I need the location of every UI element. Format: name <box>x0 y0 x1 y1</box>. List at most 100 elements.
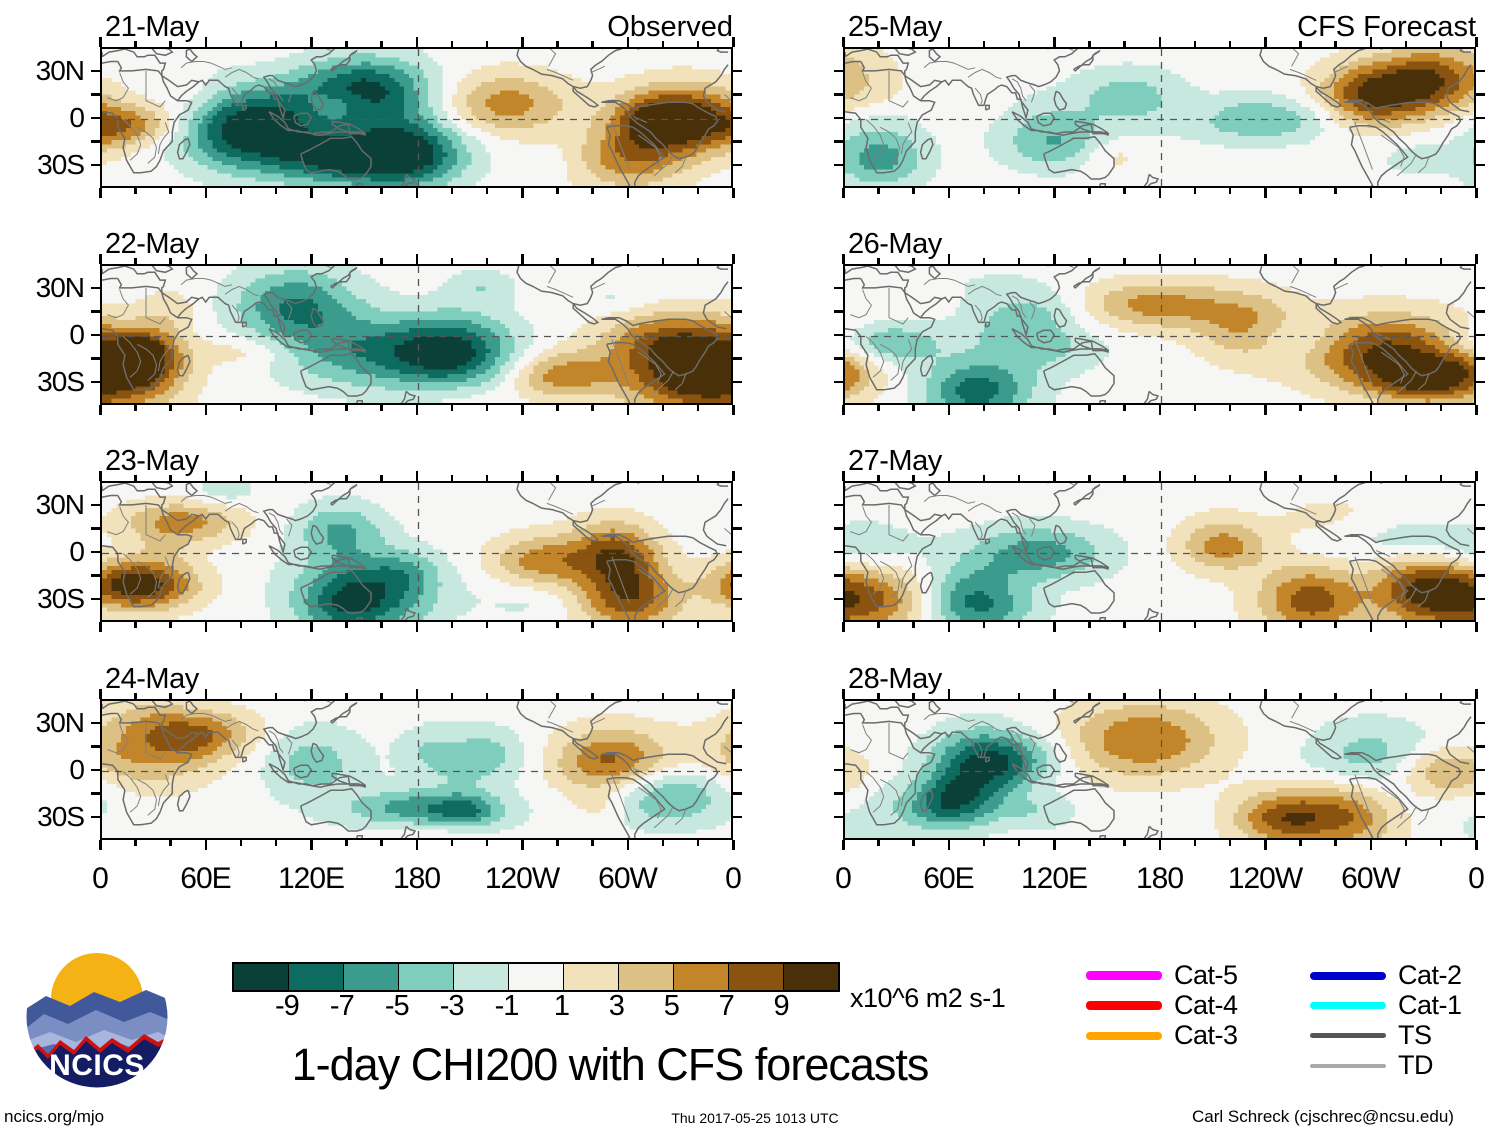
x-tick <box>877 622 880 628</box>
colorbar-segment <box>728 964 783 990</box>
x-tick <box>310 622 313 632</box>
legend-item-cat-1: Cat-1 <box>1310 992 1462 1019</box>
x-tick <box>99 37 102 47</box>
x-tick <box>1228 41 1232 47</box>
x-tick <box>310 254 313 264</box>
x-tick <box>912 41 915 47</box>
y-tick <box>91 503 100 506</box>
x-tick <box>1053 471 1056 481</box>
y-tick <box>834 768 843 771</box>
map-panel-21-may <box>100 47 733 188</box>
x-tick <box>661 475 665 481</box>
x-tick <box>99 405 102 415</box>
x-tick <box>1299 188 1302 194</box>
y-tick <box>91 792 100 795</box>
x-tick <box>274 622 278 628</box>
x-tick <box>1369 405 1372 415</box>
x-tick <box>661 840 665 846</box>
x-tick <box>310 188 313 198</box>
x-tick <box>661 405 665 411</box>
y-tick <box>1476 380 1485 383</box>
x-tick <box>1439 405 1443 411</box>
y-tick <box>834 163 843 166</box>
y-tick <box>1476 116 1485 119</box>
x-tick <box>415 689 418 699</box>
x-tick <box>521 37 524 47</box>
footer-left[interactable]: ncics.org/mjo <box>4 1108 104 1125</box>
y-tick <box>91 815 100 818</box>
colorbar-segment <box>563 964 618 990</box>
x-tick <box>450 405 454 411</box>
x-tick <box>1369 622 1372 632</box>
y-tick <box>1476 69 1485 72</box>
x-tick <box>450 188 454 194</box>
x-tick <box>626 689 629 699</box>
x-tick <box>1264 622 1267 632</box>
y-tick <box>733 721 742 724</box>
colorbar-segment <box>288 964 343 990</box>
x-tick <box>380 258 383 264</box>
y-tick <box>91 116 100 119</box>
x-tick <box>661 693 665 699</box>
colorbar-tick-label: 3 <box>576 992 656 1021</box>
y-tick <box>733 745 742 748</box>
x-tick <box>982 405 986 411</box>
footer-right: Carl Schreck (cjschrec@ncsu.edu) <box>1192 1108 1454 1125</box>
x-tick <box>591 41 594 47</box>
colorbar-segment <box>783 964 838 990</box>
x-tick <box>1228 622 1232 628</box>
x-tick <box>380 41 383 47</box>
x-tick <box>345 405 348 411</box>
x-tick <box>1369 37 1372 47</box>
x-tick <box>732 471 735 481</box>
x-tick <box>1088 188 1091 194</box>
y-tick <box>733 550 742 553</box>
x-tick <box>661 188 665 194</box>
panel-date-27-may: 27-May <box>848 447 942 476</box>
y-tick <box>834 286 843 289</box>
x-tick <box>99 622 102 632</box>
y-axis-label: 0 <box>0 103 85 132</box>
x-tick <box>99 689 102 699</box>
x-tick <box>239 840 243 846</box>
x-tick <box>556 840 559 846</box>
x-tick <box>556 258 559 264</box>
x-tick <box>204 254 207 264</box>
panel-date-24-may: 24-May <box>105 665 199 694</box>
x-tick <box>169 693 172 699</box>
colorbar-segment <box>508 964 563 990</box>
x-tick <box>1017 693 1021 699</box>
x-tick <box>1158 254 1161 264</box>
x-tick <box>556 405 559 411</box>
x-tick <box>1228 840 1232 846</box>
colorbar-tick-label: 9 <box>741 992 821 1021</box>
x-tick <box>912 475 915 481</box>
x-axis-label: 60E <box>889 864 1009 894</box>
x-tick <box>1369 689 1372 699</box>
y-axis-label: 0 <box>0 537 85 566</box>
x-tick <box>626 840 629 850</box>
x-tick <box>1299 405 1302 411</box>
colorbar-segment <box>618 964 673 990</box>
x-tick <box>204 622 207 632</box>
x-tick <box>947 405 950 415</box>
x-tick <box>1088 840 1091 846</box>
x-tick <box>877 188 880 194</box>
x-tick <box>1439 475 1443 481</box>
x-tick <box>415 471 418 481</box>
x-tick <box>947 188 950 198</box>
x-tick <box>1017 258 1021 264</box>
x-tick <box>1088 258 1091 264</box>
x-tick <box>450 41 454 47</box>
y-axis-label: 30S <box>0 802 85 831</box>
x-tick <box>1439 840 1443 846</box>
y-tick <box>91 310 100 313</box>
x-tick <box>1475 188 1478 198</box>
y-tick <box>1476 768 1485 771</box>
map-panel-23-may <box>100 481 733 622</box>
y-tick <box>1476 574 1485 577</box>
x-axis-label: 120W <box>462 864 582 894</box>
colorbar-tick-label: -7 <box>302 992 382 1021</box>
x-tick <box>99 188 102 198</box>
legend-line-swatch <box>1310 971 1386 980</box>
